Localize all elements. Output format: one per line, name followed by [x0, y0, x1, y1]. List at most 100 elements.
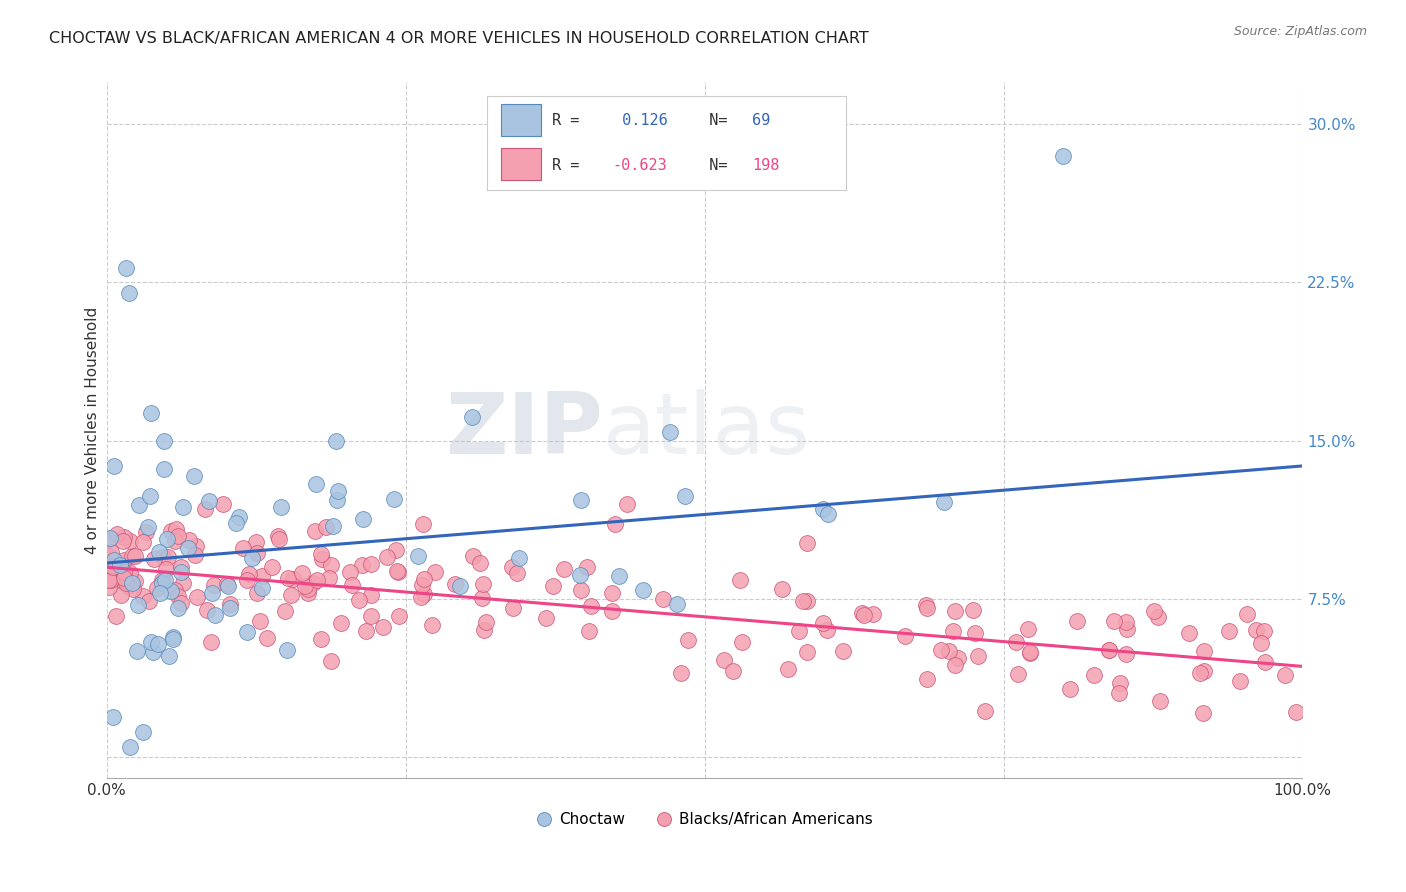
Point: [501, 560, 523, 574]
Point: [245, 534, 267, 549]
Point: [815, 623, 838, 637]
Point: [1098, 643, 1121, 657]
Point: [252, 581, 274, 595]
Y-axis label: 4 or more Vehicles in Household: 4 or more Vehicles in Household: [86, 307, 100, 554]
Point: [974, 704, 997, 718]
Point: [673, 489, 696, 503]
Point: [166, 601, 188, 615]
Text: CHOCTAW VS BLACK/AFRICAN AMERICAN 4 OR MORE VEHICLES IN HOUSEHOLD CORRELATION CH: CHOCTAW VS BLACK/AFRICAN AMERICAN 4 OR M…: [49, 31, 869, 46]
Point: [238, 566, 260, 581]
Point: [382, 492, 405, 507]
Point: [600, 586, 623, 600]
Point: [281, 572, 304, 586]
Point: [966, 649, 988, 664]
Point: [894, 629, 917, 643]
Point: [360, 557, 382, 571]
Point: [315, 520, 337, 534]
Point: [1229, 674, 1251, 689]
Point: [184, 539, 207, 553]
Point: [1189, 665, 1212, 680]
Point: [149, 585, 172, 599]
Point: [118, 739, 141, 754]
Point: [170, 560, 193, 574]
Point: [195, 603, 218, 617]
Point: [111, 574, 134, 588]
Point: [101, 560, 124, 574]
Point: [252, 568, 274, 582]
Point: [280, 589, 302, 603]
Point: [831, 644, 853, 658]
Point: [118, 534, 141, 549]
Point: [852, 607, 875, 622]
Point: [304, 524, 326, 538]
Point: [1102, 614, 1125, 628]
Point: [1192, 664, 1215, 678]
Point: [110, 558, 132, 572]
Point: [146, 637, 169, 651]
Point: [1274, 668, 1296, 682]
Point: [215, 577, 238, 591]
Point: [578, 624, 600, 639]
Point: [150, 573, 173, 587]
Point: [277, 571, 299, 585]
Point: [98, 569, 121, 583]
Point: [305, 574, 328, 588]
Point: [787, 624, 810, 639]
Point: [506, 566, 529, 580]
Point: [201, 585, 224, 599]
Point: [581, 599, 603, 613]
Point: [472, 623, 495, 637]
Point: [100, 545, 122, 559]
Point: [938, 643, 960, 657]
Point: [302, 576, 325, 591]
Point: [411, 590, 433, 604]
Point: [942, 624, 965, 638]
Text: ZIP: ZIP: [446, 389, 603, 472]
Point: [325, 434, 347, 448]
Point: [177, 541, 200, 556]
Point: [1066, 614, 1088, 628]
Point: [163, 534, 186, 549]
Point: [184, 549, 207, 563]
Point: [1146, 610, 1168, 624]
Point: [163, 583, 186, 598]
Point: [132, 589, 155, 603]
Point: [412, 572, 434, 586]
Point: [98, 533, 121, 547]
Point: [388, 609, 411, 624]
Point: [731, 635, 754, 649]
Point: [502, 601, 524, 615]
Point: [411, 578, 433, 592]
Point: [553, 561, 575, 575]
Point: [946, 651, 969, 665]
Point: [117, 285, 139, 300]
Point: [1192, 644, 1215, 658]
Point: [172, 576, 194, 591]
Point: [352, 512, 374, 526]
Point: [965, 625, 987, 640]
Point: [170, 596, 193, 610]
Point: [943, 604, 966, 618]
Point: [387, 565, 409, 579]
Point: [1191, 706, 1213, 721]
Point: [100, 573, 122, 587]
Point: [212, 497, 235, 511]
Point: [125, 644, 148, 658]
Point: [658, 425, 681, 439]
Point: [862, 607, 884, 621]
Point: [112, 552, 135, 566]
Point: [124, 549, 146, 564]
Point: [202, 578, 225, 592]
Point: [536, 611, 558, 625]
Point: [135, 524, 157, 539]
Point: [1019, 646, 1042, 660]
Point: [1108, 686, 1130, 700]
Point: [139, 634, 162, 648]
Point: [811, 501, 834, 516]
Point: [100, 558, 122, 573]
Point: [160, 584, 183, 599]
Point: [671, 665, 693, 680]
Point: [508, 551, 530, 566]
Point: [329, 615, 352, 630]
Point: [172, 500, 194, 514]
